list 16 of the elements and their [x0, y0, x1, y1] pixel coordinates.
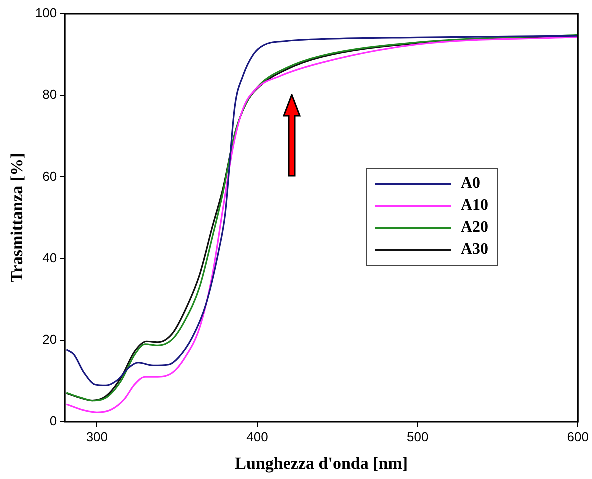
- legend-label: A0: [461, 175, 481, 193]
- x-axis-title: Lunghezza d'onda [nm]: [235, 454, 408, 474]
- y-tick-label: 0: [50, 414, 58, 429]
- y-axis-title: Trasmittanza [%]: [8, 153, 27, 283]
- y-tick-label: 20: [42, 332, 58, 347]
- x-tick-label: 500: [406, 429, 429, 444]
- legend-label: A20: [461, 219, 489, 237]
- x-tick-label: 600: [567, 429, 590, 444]
- y-tick-label: 100: [35, 6, 58, 21]
- legend-label: A10: [461, 197, 489, 215]
- y-tick-label: 80: [42, 87, 58, 102]
- x-tick-label: 400: [246, 429, 268, 444]
- x-tick-label: 300: [86, 429, 108, 444]
- y-tick-label: 40: [42, 250, 58, 266]
- y-tick-label: 60: [42, 168, 58, 184]
- legend-label: A30: [461, 241, 489, 259]
